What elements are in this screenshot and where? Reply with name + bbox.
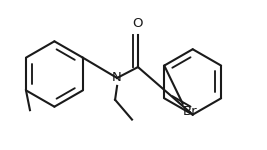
Text: N: N [112,71,122,84]
Text: Br: Br [183,105,197,118]
Text: O: O [133,17,143,30]
